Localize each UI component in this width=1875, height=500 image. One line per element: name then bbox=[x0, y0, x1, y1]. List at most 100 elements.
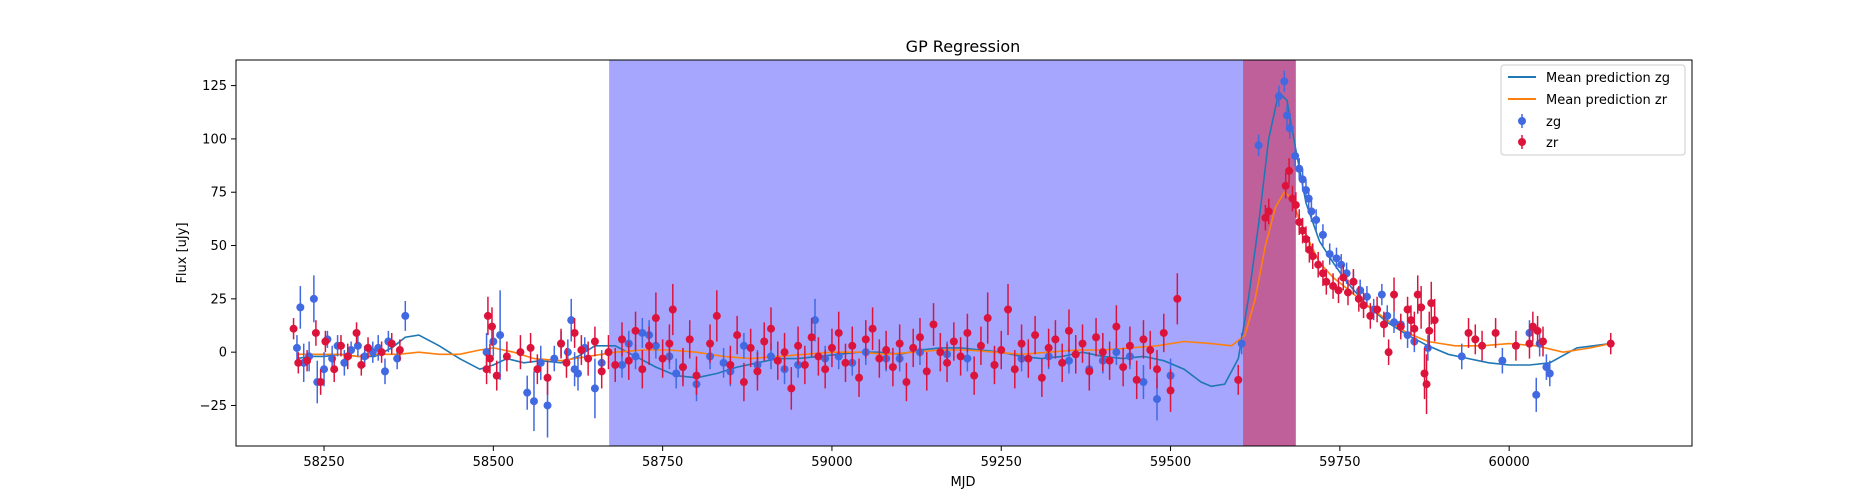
data-point-zr bbox=[1417, 303, 1426, 312]
y-tick-label: 50 bbox=[210, 239, 227, 254]
data-point-zg bbox=[380, 367, 389, 376]
data-point-zr bbox=[685, 335, 694, 344]
data-point-zr bbox=[1406, 316, 1415, 325]
data-point-zr bbox=[1159, 328, 1168, 337]
x-axis: 58250 58500 58750 59000 59250 59500 59750 60000 bbox=[303, 446, 1530, 470]
data-point-zg bbox=[296, 303, 305, 312]
x-tick-label: 58250 bbox=[303, 455, 344, 470]
data-point-zr bbox=[1078, 339, 1087, 348]
data-point-zr bbox=[773, 356, 782, 365]
data-point-zr bbox=[827, 343, 836, 352]
data-point-zr bbox=[1525, 339, 1534, 348]
data-point-zr bbox=[1379, 320, 1388, 329]
data-point-zr bbox=[387, 339, 396, 348]
data-point-zr bbox=[1132, 375, 1141, 384]
data-point-zr bbox=[311, 328, 320, 337]
data-point-zr bbox=[1058, 358, 1067, 367]
data-point-zg bbox=[1312, 215, 1321, 224]
data-point-zg bbox=[1532, 390, 1541, 399]
data-point-zg bbox=[1390, 318, 1399, 327]
data-point-zr bbox=[1425, 326, 1434, 335]
y-axis-label: Flux [uJy] bbox=[175, 222, 190, 283]
data-point-zg bbox=[963, 354, 972, 363]
data-point-zg bbox=[529, 397, 538, 406]
data-point-zr bbox=[1422, 380, 1431, 389]
data-point-zr bbox=[316, 378, 325, 387]
data-point-zr bbox=[936, 348, 945, 357]
data-point-zr bbox=[841, 358, 850, 367]
data-point-zg bbox=[811, 316, 820, 325]
data-point-zr bbox=[590, 337, 599, 346]
data-point-zr bbox=[1119, 363, 1128, 372]
data-point-zg bbox=[353, 341, 362, 350]
data-point-zr bbox=[976, 341, 985, 350]
data-point-zr bbox=[1339, 273, 1348, 282]
data-point-zr bbox=[597, 367, 606, 376]
data-point-zr bbox=[1261, 213, 1270, 222]
data-point-zg bbox=[1285, 124, 1294, 133]
data-point-zr bbox=[1085, 367, 1094, 376]
data-point-zg bbox=[1112, 348, 1121, 357]
data-point-zr bbox=[692, 371, 701, 380]
data-point-zg bbox=[1403, 331, 1412, 340]
data-point-zr bbox=[482, 365, 491, 374]
data-point-zr bbox=[645, 341, 654, 350]
data-point-zr bbox=[1533, 326, 1542, 335]
data-point-zr bbox=[949, 337, 958, 346]
data-point-zr bbox=[1004, 305, 1013, 314]
data-point-zr bbox=[492, 371, 501, 380]
data-point-zr bbox=[1343, 288, 1352, 297]
data-point-zg bbox=[719, 358, 728, 367]
chart-title: GP Regression bbox=[906, 37, 1021, 56]
data-point-zr bbox=[1301, 235, 1310, 244]
data-point-zg bbox=[550, 354, 559, 363]
legend: Mean prediction zg Mean prediction zr zg… bbox=[1500, 64, 1686, 156]
data-point-zr bbox=[915, 333, 924, 342]
data-point-zr bbox=[712, 311, 721, 320]
data-point-zr bbox=[909, 343, 918, 352]
data-point-zr bbox=[1396, 322, 1405, 331]
data-point-zr bbox=[875, 354, 884, 363]
data-point-zr bbox=[1098, 348, 1107, 357]
data-point-zr bbox=[1478, 341, 1487, 350]
data-point-zr bbox=[990, 360, 999, 369]
data-point-zg bbox=[631, 352, 640, 361]
data-point-zg bbox=[590, 384, 599, 393]
data-point-zg bbox=[1362, 292, 1371, 301]
data-point-zg bbox=[340, 358, 349, 367]
data-point-zg bbox=[651, 341, 660, 350]
data-point-zr bbox=[882, 346, 891, 355]
data-point-zg bbox=[328, 354, 337, 363]
data-points bbox=[289, 70, 1615, 438]
data-point-zr bbox=[868, 324, 877, 333]
data-point-zr bbox=[760, 337, 769, 346]
x-tick-label: 59750 bbox=[1319, 455, 1360, 470]
data-point-zg bbox=[523, 388, 532, 397]
data-point-zr bbox=[1464, 328, 1473, 337]
data-point-zr bbox=[1146, 346, 1155, 355]
data-point-zr bbox=[1427, 299, 1436, 308]
data-point-zr bbox=[1420, 369, 1429, 378]
data-point-zr bbox=[1539, 337, 1548, 346]
data-point-zr bbox=[1139, 335, 1148, 344]
data-point-zr bbox=[997, 346, 1006, 355]
data-point-zr bbox=[1606, 339, 1615, 348]
data-point-zg bbox=[1307, 207, 1316, 216]
data-point-zr bbox=[1264, 207, 1273, 216]
data-point-zr bbox=[956, 352, 965, 361]
data-point-zg bbox=[573, 369, 582, 378]
legend-swatch-zg-points bbox=[1518, 117, 1526, 125]
data-point-zr bbox=[1366, 311, 1375, 320]
data-point-zg bbox=[1237, 339, 1246, 348]
data-point-zr bbox=[963, 328, 972, 337]
data-point-zr bbox=[543, 373, 552, 382]
data-point-zr bbox=[557, 339, 566, 348]
data-point-zg bbox=[1377, 290, 1386, 299]
legend-label-zg-points: zg bbox=[1546, 115, 1561, 130]
data-point-zr bbox=[1305, 245, 1314, 254]
data-point-zr bbox=[330, 365, 339, 374]
data-point-zr bbox=[357, 360, 366, 369]
data-point-zr bbox=[584, 354, 593, 363]
data-point-zg bbox=[1457, 352, 1466, 361]
data-point-zg bbox=[1304, 194, 1313, 203]
